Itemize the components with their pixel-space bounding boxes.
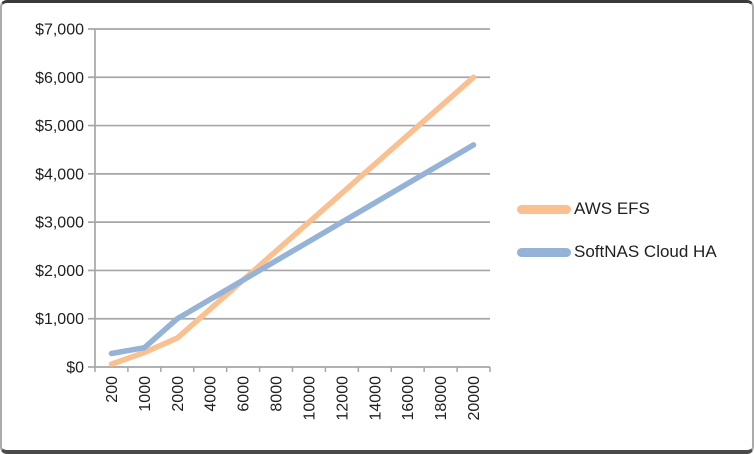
aws-efs-legend-label: AWS EFS [574,199,650,218]
svg-text:$1,000: $1,000 [35,311,84,328]
svg-text:18000: 18000 [433,376,450,421]
svg-text:16000: 16000 [400,376,417,421]
svg-text:$7,000: $7,000 [35,22,84,39]
legend-item-softnas-cloud-ha: SoftNAS Cloud HA [517,242,717,262]
svg-text:$5,000: $5,000 [35,118,84,135]
svg-text:$6,000: $6,000 [35,70,84,87]
aws-efs-line-swatch [517,204,571,214]
svg-text:2000: 2000 [170,376,187,412]
svg-text:1000: 1000 [137,376,154,412]
svg-text:14000: 14000 [367,376,384,421]
svg-text:12000: 12000 [334,376,351,421]
legend-item-aws-efs: AWS EFS [517,199,717,219]
svg-text:$3,000: $3,000 [35,215,84,232]
svg-text:10000: 10000 [301,376,318,421]
svg-text:4000: 4000 [203,376,220,412]
svg-text:8000: 8000 [269,376,286,412]
svg-text:200: 200 [104,376,121,403]
softnas-cloud-ha-line-swatch [517,247,571,257]
svg-text:$0: $0 [66,360,84,377]
svg-text:$2,000: $2,000 [35,263,84,280]
svg-text:6000: 6000 [236,376,253,412]
softnas-cloud-ha-legend-label: SoftNAS Cloud HA [574,242,717,261]
svg-text:$4,000: $4,000 [35,166,84,183]
svg-text:20000: 20000 [466,376,483,421]
chart-legend: AWS EFS SoftNAS Cloud HA [517,199,717,262]
